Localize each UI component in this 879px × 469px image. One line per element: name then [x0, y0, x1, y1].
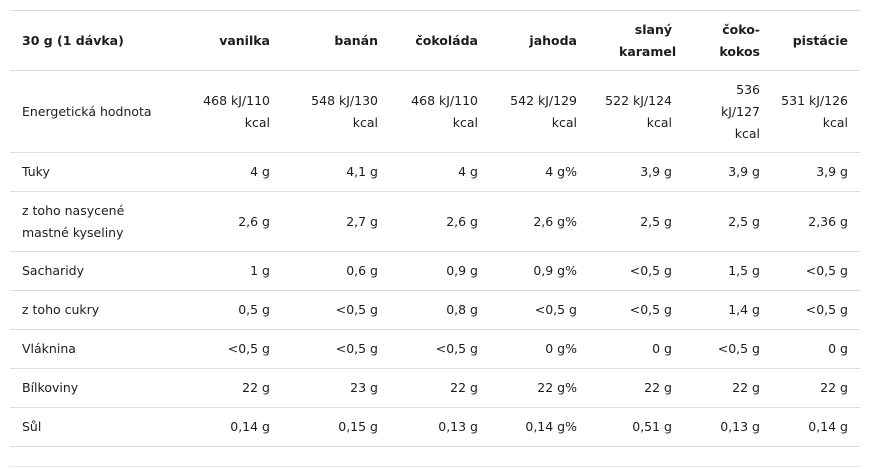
cell-value: 0,14 g — [170, 407, 282, 447]
cell-value: 468 kJ/110 kcal — [390, 70, 490, 153]
cell-value: 22 g — [589, 368, 684, 408]
row-label: Sacharidy — [10, 251, 170, 291]
cell-value: 531 kJ/126 kcal — [772, 70, 860, 153]
cell-value: 0,15 g — [282, 407, 390, 447]
header-serving: 30 g (1 dávka) — [10, 10, 170, 71]
row-label: Vláknina — [10, 329, 170, 369]
cell-value: 0,9 g — [390, 251, 490, 291]
cell-value: 4 g% — [490, 152, 589, 192]
cell-value: 0 g — [772, 329, 860, 369]
cell-value: 0,5 g — [170, 290, 282, 330]
cell-value: 2,7 g — [282, 191, 390, 252]
header-slany-karamel: slaný karamel — [589, 10, 684, 71]
row-label: z toho cukry — [10, 290, 170, 330]
table-row-salt: Sůl 0,14 g 0,15 g 0,13 g 0,14 g% 0,51 g 0,13 g… — [10, 407, 860, 447]
table-header-row: 30 g (1 dávka) vanilka banán čokoláda ja… — [10, 10, 860, 71]
cell-value: 468 kJ/110 kcal — [170, 70, 282, 153]
table-row-protein: Bílkoviny 22 g 23 g 22 g 22 g% 22 g 22 g 22 g — [10, 368, 860, 408]
row-label: Sůl — [10, 407, 170, 447]
cell-value: 0,6 g — [282, 251, 390, 291]
cell-value: 22 g — [772, 368, 860, 408]
cell-value: 4 g — [170, 152, 282, 192]
cell-value: 1,4 g — [684, 290, 772, 330]
cell-value: <0,5 g — [772, 251, 860, 291]
nutrition-table: 30 g (1 dávka) vanilka banán čokoláda ja… — [10, 10, 860, 447]
row-label: z toho nasycené mastné kyseliny — [10, 191, 170, 252]
cell-value: 22 g — [684, 368, 772, 408]
nutrition-table-container: 30 g (1 dávka) vanilka banán čokoláda ja… — [10, 10, 860, 447]
table-row-saturated-fat: z toho nasycené mastné kyseliny 2,6 g 2,7 … — [10, 191, 860, 252]
header-vanilka: vanilka — [170, 10, 282, 71]
cell-value: <0,5 g — [684, 329, 772, 369]
cell-value: 0,9 g% — [490, 251, 589, 291]
cell-value: 2,6 g — [170, 191, 282, 252]
header-pistacie: pistácie — [772, 10, 860, 71]
cell-value: <0,5 g — [170, 329, 282, 369]
cell-value: 22 g% — [490, 368, 589, 408]
bottom-divider — [10, 466, 860, 467]
cell-value: <0,5 g — [282, 329, 390, 369]
cell-value: 22 g — [170, 368, 282, 408]
cell-value: 0,13 g — [390, 407, 490, 447]
table-row-sugars: z toho cukry 0,5 g <0,5 g 0,8 g <0,5 g <0,5 g… — [10, 290, 860, 330]
cell-value: 2,5 g — [684, 191, 772, 252]
cell-value: <0,5 g — [390, 329, 490, 369]
row-label: Bílkoviny — [10, 368, 170, 408]
row-label: Tuky — [10, 152, 170, 192]
table-row-carbohydrates: Sacharidy 1 g 0,6 g 0,9 g 0,9 g% <0,5 g 1,5 g <… — [10, 251, 860, 291]
cell-value: 1 g — [170, 251, 282, 291]
cell-value: 4 g — [390, 152, 490, 192]
header-coko-kokos: čoko-kokos — [684, 10, 772, 71]
cell-value: 22 g — [390, 368, 490, 408]
header-jahoda: jahoda — [490, 10, 589, 71]
cell-value: 2,6 g% — [490, 191, 589, 252]
cell-value: 2,5 g — [589, 191, 684, 252]
cell-value: <0,5 g — [772, 290, 860, 330]
cell-value: 23 g — [282, 368, 390, 408]
cell-value: 3,9 g — [589, 152, 684, 192]
cell-value: 3,9 g — [684, 152, 772, 192]
cell-value: <0,5 g — [490, 290, 589, 330]
cell-value: 2,6 g — [390, 191, 490, 252]
cell-value: 0 g — [589, 329, 684, 369]
cell-value: <0,5 g — [589, 290, 684, 330]
cell-value: 1,5 g — [684, 251, 772, 291]
cell-value: 536 kJ/127 kcal — [684, 70, 772, 153]
cell-value: 0,51 g — [589, 407, 684, 447]
cell-value: 0,13 g — [684, 407, 772, 447]
cell-value: 542 kJ/129 kcal — [490, 70, 589, 153]
cell-value: 548 kJ/130 kcal — [282, 70, 390, 153]
cell-value: <0,5 g — [282, 290, 390, 330]
header-banan: banán — [282, 10, 390, 71]
cell-value: 522 kJ/124 kcal — [589, 70, 684, 153]
row-label: Energetická hodnota — [10, 70, 170, 153]
cell-value: 0 g% — [490, 329, 589, 369]
cell-value: 0,14 g% — [490, 407, 589, 447]
cell-value: 2,36 g — [772, 191, 860, 252]
cell-value: 0,14 g — [772, 407, 860, 447]
cell-value: 0,8 g — [390, 290, 490, 330]
cell-value: 4,1 g — [282, 152, 390, 192]
cell-value: 3,9 g — [772, 152, 860, 192]
cell-value: <0,5 g — [589, 251, 684, 291]
table-row-energy: Energetická hodnota 468 kJ/110 kcal 548 kJ… — [10, 70, 860, 153]
header-cokolada: čokoláda — [390, 10, 490, 71]
